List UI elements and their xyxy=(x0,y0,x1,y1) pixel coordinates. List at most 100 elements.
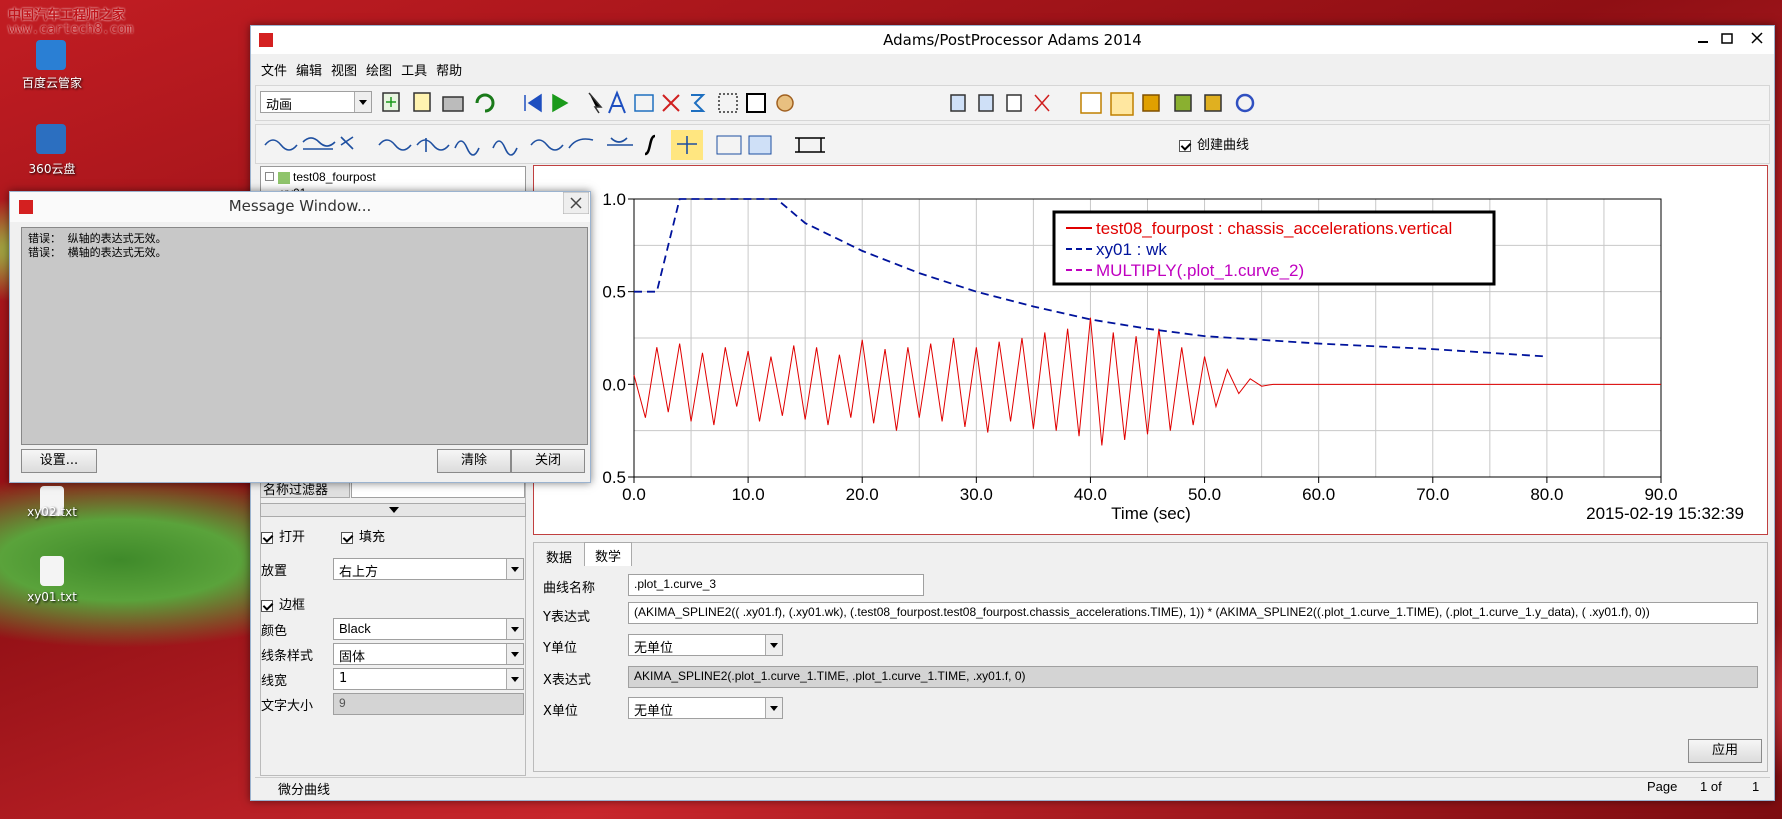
menu-item[interactable]: 帮助 xyxy=(436,64,463,79)
status-page: Page xyxy=(1647,779,1678,794)
desktop-icon-label[interactable]: xy02.txt xyxy=(27,505,77,519)
legend-label: test08_fourpost : chassis_accelerations.… xyxy=(1096,219,1452,238)
x-tick-label: 50.0 xyxy=(1188,485,1221,504)
field-label: 曲线名称 xyxy=(543,581,596,596)
checkbox[interactable]: 打开 xyxy=(261,526,305,545)
menu-item[interactable]: 工具 xyxy=(401,64,428,79)
tab[interactable]: 数学 xyxy=(584,542,632,566)
desktop-icon[interactable] xyxy=(40,486,64,516)
message-line: 错误： 纵轴的表达式无效。 xyxy=(28,232,167,245)
mode-select[interactable]: 动画 xyxy=(260,91,372,113)
toolbar-icons[interactable] xyxy=(261,130,781,160)
field-label: 颜色 xyxy=(261,624,288,639)
checkbox-label: 边框 xyxy=(279,598,306,613)
toolbar-icons[interactable] xyxy=(381,89,1511,117)
y-tick-label: 0.5 xyxy=(602,283,626,302)
menu-item[interactable]: 视图 xyxy=(331,64,358,79)
title-bar xyxy=(10,192,590,222)
field-label: 放置 xyxy=(261,564,288,579)
toolbar-icon[interactable] xyxy=(791,130,831,160)
y-tick-label: 0.0 xyxy=(602,375,626,394)
status-bar xyxy=(255,777,1770,797)
window-controls[interactable] xyxy=(1696,30,1770,50)
collapse-bar[interactable] xyxy=(260,503,526,517)
app-icon xyxy=(259,33,273,47)
series-line xyxy=(634,198,1547,358)
status-page-total: 1 xyxy=(1752,779,1760,794)
toolbar xyxy=(255,124,1770,164)
field-label: 线条样式 xyxy=(261,649,314,664)
x-tick-label: 90.0 xyxy=(1644,485,1677,504)
line-style-select[interactable]: 固体 xyxy=(333,643,524,665)
settings-button[interactable]: 设置... xyxy=(21,449,97,473)
apply-button[interactable]: 应用 xyxy=(1688,739,1762,763)
series-line xyxy=(633,317,1661,446)
y-tick-label: 1.0 xyxy=(602,190,626,209)
window-title: Adams/PostProcessor Adams 2014 xyxy=(883,31,1142,49)
text-size-input[interactable]: 9 xyxy=(333,693,524,715)
close-button[interactable]: 关闭 xyxy=(511,449,585,473)
message-line: 错误： 横轴的表达式无效。 xyxy=(28,246,167,259)
x-tick-label: 60.0 xyxy=(1302,485,1335,504)
x-axis-label: Time (sec) xyxy=(1111,504,1191,523)
x-tick-label: 20.0 xyxy=(846,485,879,504)
field-label: X表达式 xyxy=(543,673,591,688)
x-unit-select[interactable]: 无单位 xyxy=(628,697,783,719)
legend-label: MULTIPLY(.plot_1.curve_2) xyxy=(1096,261,1304,280)
curve-name-input[interactable]: .plot_1.curve_3 xyxy=(628,574,924,596)
menu-item[interactable]: 文件 xyxy=(261,64,288,79)
x-expression-input[interactable]: AKIMA_SPLINE2(.plot_1.curve_1.TIME, .plo… xyxy=(628,666,1758,688)
title-bar xyxy=(251,26,1774,54)
color-select[interactable]: Black xyxy=(333,618,524,640)
y-unit-select[interactable]: 无单位 xyxy=(628,634,783,656)
menu-item[interactable]: 绘图 xyxy=(366,64,393,79)
close-button[interactable] xyxy=(563,192,589,214)
desktop-icon-label[interactable]: 百度云管家 xyxy=(21,76,82,90)
field-label: Y表达式 xyxy=(543,610,590,625)
watermark: www.cartech8.com xyxy=(8,22,134,37)
plot-frame xyxy=(633,198,1662,478)
timestamp: 2015-02-19 15:32:39 xyxy=(1586,504,1744,523)
tab[interactable]: 数据 xyxy=(545,551,572,566)
legend-label: xy01 : wk xyxy=(1096,240,1167,259)
field-label: 线宽 xyxy=(261,674,288,689)
x-tick-label: 40.0 xyxy=(1074,485,1107,504)
status-text: 微分曲线 xyxy=(278,783,331,798)
placement-select[interactable]: 右上方 xyxy=(333,558,524,580)
status-page-index: 1 of xyxy=(1700,779,1722,794)
watermark: 中国汽车工程师之家 xyxy=(8,8,126,23)
main-window: Adams/PostProcessor Adams 2014 文件 编辑 视图 … xyxy=(250,25,1775,801)
app-icon xyxy=(19,200,33,214)
plot: Time (sec) 2015-02-19 15:32:39 0.0 10.0 20… xyxy=(533,165,1768,535)
checkbox[interactable]: 填充 xyxy=(341,526,385,545)
legend-box xyxy=(1052,210,1496,286)
field-label: X单位 xyxy=(543,704,578,719)
checkbox-label: 创建曲线 xyxy=(1197,138,1250,153)
desktop-icon[interactable] xyxy=(36,40,66,70)
menu-bar: 文件 编辑 视图 绘图 工具 帮助 xyxy=(261,60,462,79)
desktop-icon[interactable] xyxy=(36,124,66,154)
checkbox-label: 打开 xyxy=(279,530,306,545)
y-expression-input[interactable]: (AKIMA_SPLINE2(( .xy01.f), (.xy01.wk), (… xyxy=(628,602,1758,624)
checkbox-label: 填充 xyxy=(359,530,386,545)
checkbox[interactable]: 边框 xyxy=(261,594,305,613)
message-window: Message Window... 错误： 纵轴的表达式无效。 错误： 横轴的表… xyxy=(9,191,591,483)
field-label: 文字大小 xyxy=(261,699,314,714)
x-tick-label: 0.0 xyxy=(622,485,646,504)
window-title: Message Window... xyxy=(228,197,372,215)
y-tick-label: 0.5 xyxy=(602,468,626,487)
x-tick-label: 80.0 xyxy=(1530,485,1563,504)
message-log: 错误： 纵轴的表达式无效。 错误： 横轴的表达式无效。 xyxy=(21,227,588,445)
desktop-icon-label[interactable]: 360云盘 xyxy=(28,162,76,176)
create-curve-checkbox[interactable]: 创建曲线 xyxy=(1179,134,1249,153)
x-tick-label: 30.0 xyxy=(960,485,993,504)
tree-label: test08_fourpost xyxy=(293,170,376,184)
menu-item[interactable]: 编辑 xyxy=(296,64,323,79)
x-tick-label: 70.0 xyxy=(1416,485,1449,504)
clear-button[interactable]: 清除 xyxy=(437,449,511,473)
desktop-icon[interactable] xyxy=(40,556,64,586)
line-width-select[interactable]: 1 xyxy=(333,668,524,690)
tree-item[interactable]: test08_fourpost xyxy=(265,170,376,184)
desktop-icon-label[interactable]: xy01.txt xyxy=(27,590,77,604)
